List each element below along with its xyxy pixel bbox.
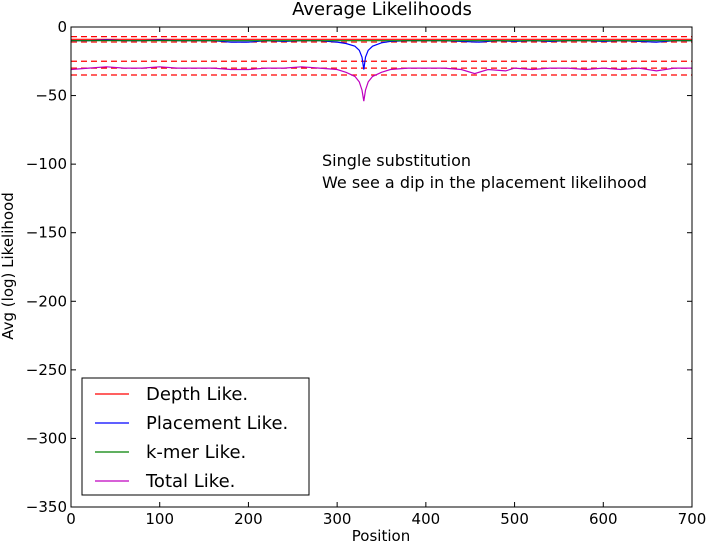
y-axis-label: Avg (log) Likelihood bbox=[0, 192, 17, 340]
x-tick-label-3: 300 bbox=[323, 510, 352, 528]
y-tick-label-2: −100 bbox=[26, 155, 67, 173]
series-line-total-like bbox=[71, 66, 692, 102]
y-tick-label-4: −200 bbox=[26, 292, 67, 310]
y-axis-ticks: 0 −50 −100 −150 −200 −250 −300 −350 bbox=[26, 18, 692, 516]
chart-title: Average Likelihoods bbox=[292, 0, 472, 20]
x-tick-label-5: 500 bbox=[500, 510, 529, 528]
annotation-line-2: We see a dip in the placement likelihood bbox=[322, 173, 647, 192]
legend-label-1: Placement Like. bbox=[146, 413, 288, 434]
legend-label-3: Total Like. bbox=[145, 471, 235, 492]
x-tick-label-6: 600 bbox=[589, 510, 618, 528]
x-tick-label-1: 100 bbox=[145, 510, 174, 528]
legend-box bbox=[81, 377, 310, 496]
series-lines bbox=[71, 38, 692, 102]
plot-area bbox=[71, 35, 692, 102]
y-tick-label-1: −50 bbox=[35, 87, 67, 105]
y-tick-label-3: −150 bbox=[26, 224, 67, 242]
y-tick-label-6: −300 bbox=[26, 429, 67, 447]
y-tick-label-5: −250 bbox=[26, 361, 67, 379]
legend-label-0: Depth Like. bbox=[146, 384, 248, 405]
plot-frame bbox=[70, 26, 693, 508]
x-axis-label: Position bbox=[352, 527, 410, 542]
x-tick-label-7: 700 bbox=[678, 510, 706, 528]
x-axis-ticks: 0 100 200 300 400 500 600 700 bbox=[66, 27, 706, 528]
y-tick-label-0: 0 bbox=[57, 18, 67, 36]
x-tick-label-0: 0 bbox=[66, 510, 76, 528]
legend: Depth Like. Placement Like. k-mer Like. Tot… bbox=[81, 377, 310, 496]
annotation-line-1: Single substitution bbox=[322, 151, 471, 170]
legend-label-2: k-mer Like. bbox=[146, 442, 246, 463]
y-tick-label-7: −350 bbox=[26, 498, 67, 516]
chart-annotation: Single substitution We see a dip in the … bbox=[322, 151, 647, 192]
x-tick-label-2: 200 bbox=[234, 510, 263, 528]
x-tick-label-4: 400 bbox=[412, 510, 441, 528]
